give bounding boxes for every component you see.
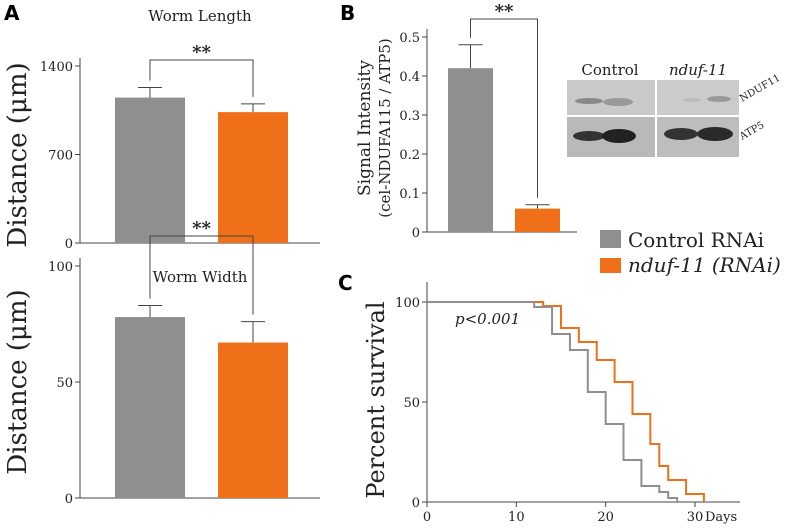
y-tick-label: 100 <box>48 260 73 275</box>
y-tick-label: 700 <box>48 149 73 164</box>
blot-band <box>664 128 698 140</box>
blot-band <box>602 129 636 143</box>
significance-bracket <box>149 235 254 315</box>
significance-stars: ** <box>192 218 211 239</box>
p-value-annotation: p<0.001 <box>455 310 520 328</box>
y-axis-label: Signal Intensity <box>355 60 375 196</box>
blot-band <box>682 98 702 102</box>
y-tick-label: 50 <box>403 396 420 411</box>
bar-control <box>448 68 493 232</box>
y-tick-label: 0.1 <box>399 187 420 202</box>
blot-band <box>573 131 605 141</box>
blot-band-label: NDUF11 <box>738 73 782 105</box>
significance-stars: ** <box>495 1 514 22</box>
bar-control <box>115 97 185 243</box>
x-tick-label: 20 <box>597 510 614 525</box>
y-tick-label: 0 <box>65 237 73 252</box>
y-axis-label: Percent survival <box>362 301 390 498</box>
y-tick-label: 0 <box>412 496 420 511</box>
blot-band-label: ATP5 <box>737 120 766 143</box>
chart-title: Worm Width <box>153 268 248 286</box>
y-axis-label: Distance (μm) <box>3 62 33 247</box>
significance-bracket <box>149 59 254 97</box>
y-tick-label: 0.3 <box>399 109 420 124</box>
legend-label-nduf: nduf-11 (RNAi) <box>628 253 781 277</box>
blot-band <box>707 96 731 102</box>
bar-control <box>115 317 185 498</box>
significance-bracket <box>470 18 538 198</box>
y-axis-label-2: (cel-NDUFA115 / ATP5) <box>376 38 394 217</box>
panel-label-b: B <box>340 1 355 25</box>
western-blot <box>567 80 739 157</box>
chart-title: Worm Length <box>148 7 252 25</box>
survival-curve-control <box>427 301 679 502</box>
bar-nduf <box>218 112 288 244</box>
legend-swatch-nduf <box>600 258 621 273</box>
bar-nduf <box>218 342 288 498</box>
x-tick-label: 0 <box>423 510 431 525</box>
x-tick-label: 10 <box>508 510 525 525</box>
y-tick-label: 0.2 <box>399 148 420 163</box>
y-tick-label: 0 <box>65 492 73 507</box>
panel-label-a: A <box>4 1 20 25</box>
panel-label-c: C <box>338 271 353 295</box>
x-axis-label: Days <box>705 510 737 525</box>
survival-curve-nduf <box>427 301 705 502</box>
blot-band <box>697 127 733 141</box>
y-tick-label: 1400 <box>40 60 73 75</box>
significance-stars: ** <box>192 42 211 63</box>
blot-lane-label: Control <box>581 61 638 79</box>
bar-nduf <box>515 208 560 232</box>
y-tick-label: 0.5 <box>399 31 420 46</box>
y-tick-label: 0.4 <box>399 70 420 85</box>
legend-label-control: Control RNAi <box>628 228 764 252</box>
blot-band <box>575 98 603 104</box>
y-tick-label: 0 <box>412 226 420 241</box>
legend-swatch-control <box>600 230 621 248</box>
x-tick-label: 30 <box>687 510 704 525</box>
blot-panel <box>567 80 655 115</box>
blot-lane-label: nduf-11 <box>669 61 727 79</box>
y-tick-label: 50 <box>56 376 73 391</box>
y-axis-label: Distance (μm) <box>3 289 33 474</box>
blot-band <box>603 98 633 106</box>
y-tick-label: 100 <box>395 296 420 311</box>
